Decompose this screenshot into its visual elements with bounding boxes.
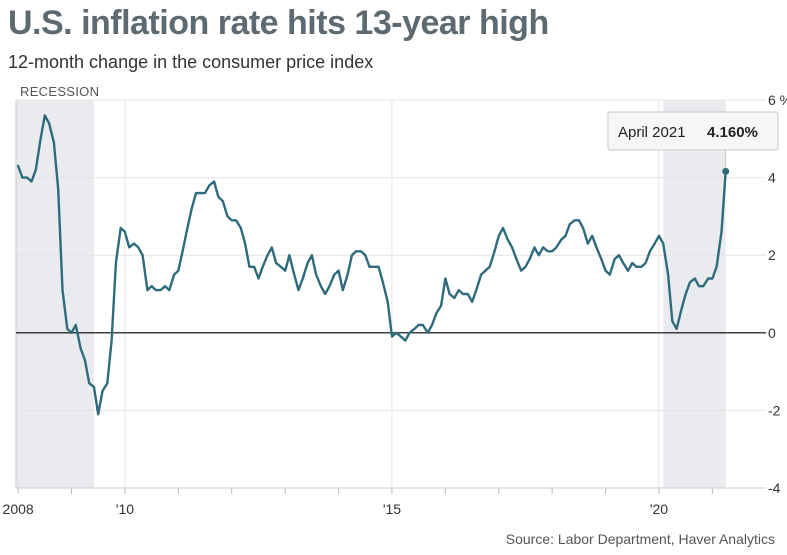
x-tick-label: '20 [650, 501, 668, 517]
y-tick-label: 2 [768, 247, 776, 263]
latest-data-point[interactable] [722, 167, 730, 175]
recession-band [663, 100, 726, 488]
x-tick-label: '15 [383, 501, 401, 517]
y-tick-label: 4 [768, 170, 776, 186]
x-axis-tick-labels: 2008 '10 '15 '20 [3, 501, 669, 517]
y-tick-label: 0 [768, 325, 776, 341]
recession-label: RECESSION [20, 84, 99, 99]
value-tooltip: April 2021 4.160% [607, 111, 779, 168]
chart-subtitle: 12-month change in the consumer price in… [8, 52, 374, 72]
gridlines [15, 99, 766, 494]
tooltip-date: April 2021 [618, 124, 686, 141]
tooltip-box [607, 111, 779, 151]
source-note: Source: Labor Department, Haver Analytic… [505, 531, 775, 547]
series-line [16, 114, 727, 416]
tooltip-value: 4.160% [707, 124, 758, 141]
y-tick-label: -2 [768, 402, 781, 418]
y-axis-tick-labels: 6 % 4 2 0 -2 -4 [768, 92, 787, 496]
x-tick-label: 2008 [3, 501, 34, 517]
y-tick-label: 6 % [768, 92, 787, 108]
recession-bands [16, 100, 726, 488]
x-tick-label: '10 [116, 501, 134, 517]
y-tick-label: -4 [768, 480, 781, 496]
chart-title: U.S. inflation rate hits 13-year high [8, 4, 549, 42]
